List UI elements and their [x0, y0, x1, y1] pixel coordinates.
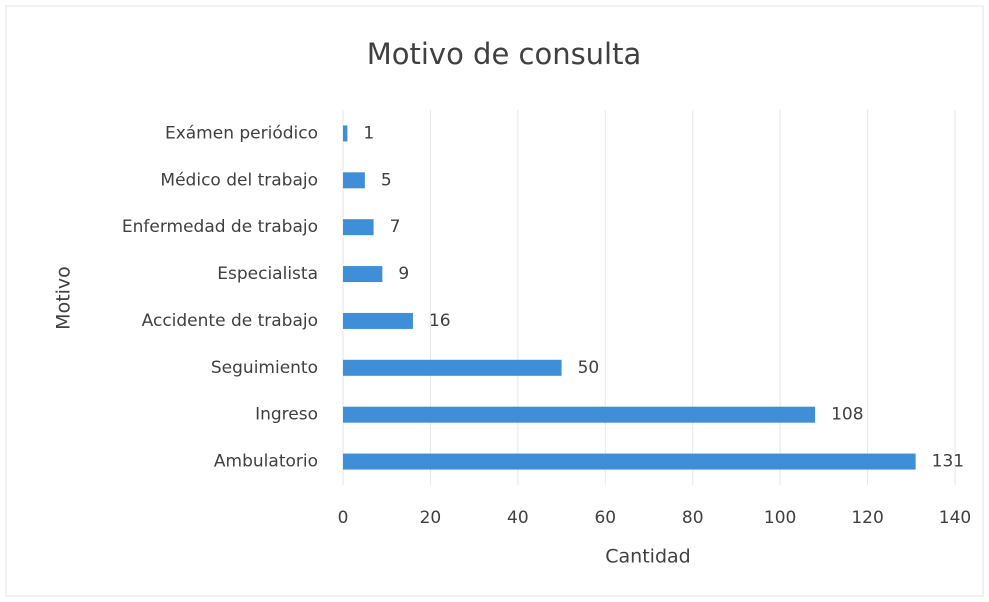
chart-frame — [5, 5, 984, 597]
data-label: 9 — [398, 264, 409, 284]
x-tick-label: 60 — [594, 508, 616, 528]
x-axis-label: Cantidad — [605, 546, 690, 568]
data-label: 16 — [429, 311, 451, 331]
y-tick-label: Seguimiento — [211, 358, 318, 378]
x-tick-label: 120 — [851, 508, 883, 528]
bar — [343, 172, 365, 189]
data-label: 50 — [578, 358, 600, 378]
y-tick-label: Enfermedad de trabajo — [122, 217, 318, 237]
y-tick-label: Ingreso — [255, 405, 318, 425]
x-tick-label: 100 — [764, 508, 796, 528]
y-tick-label: Exámen periódico — [165, 123, 318, 143]
chart-title: Motivo de consulta — [367, 37, 642, 71]
y-tick-label: Ambulatorio — [214, 452, 318, 472]
bar — [343, 219, 374, 236]
data-label: 5 — [381, 170, 392, 190]
x-tick-label: 80 — [682, 508, 704, 528]
y-tick-label: Accidente de trabajo — [142, 311, 318, 331]
x-tick-label: 20 — [420, 508, 442, 528]
data-label: 1 — [363, 123, 374, 143]
data-label: 131 — [932, 452, 964, 472]
x-tick-label: 140 — [939, 508, 971, 528]
data-label: 108 — [831, 405, 863, 425]
x-tick-label: 40 — [507, 508, 529, 528]
bar — [343, 406, 816, 423]
bar — [343, 312, 413, 329]
bar — [343, 125, 348, 142]
x-tick-label: 0 — [338, 508, 349, 528]
y-axis-label: Motivo — [53, 266, 75, 330]
data-label: 7 — [390, 217, 401, 237]
bar — [343, 453, 916, 470]
bar — [343, 359, 562, 376]
y-tick-label: Especialista — [217, 264, 318, 284]
bar — [343, 266, 383, 283]
y-tick-label: Médico del trabajo — [160, 170, 318, 190]
